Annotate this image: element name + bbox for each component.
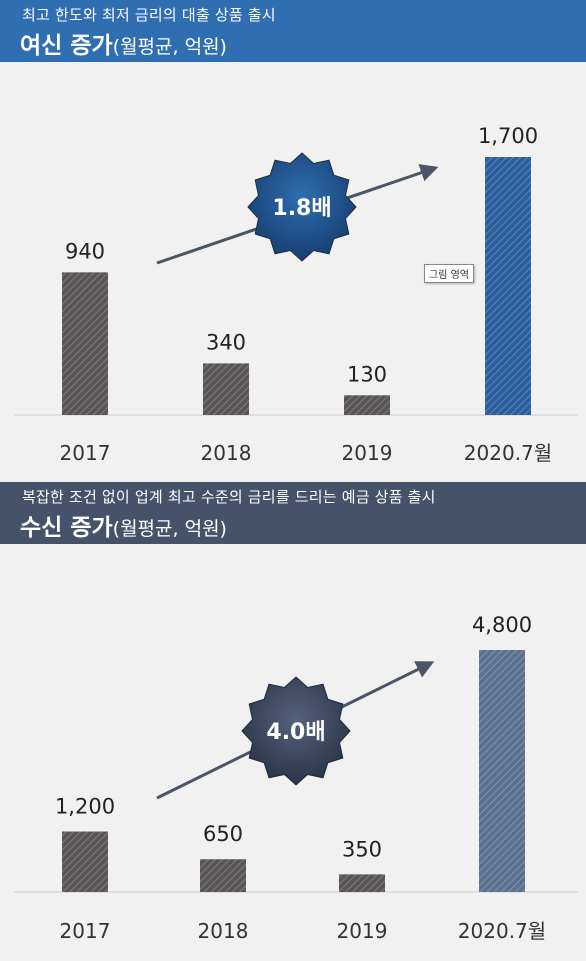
chart-area-tooltip: 그림 영역 [424,264,474,283]
loan-bar-chart: 940 2017 340 2018 130 2019 1,700 2020.7월 1.8배 [14,124,578,465]
bar-2018 [200,859,246,892]
deposit-panel: 복잡한 조건 없이 업계 최고 수준의 금리를 드리는 예금 상품 출시 수신 … [0,482,586,961]
bar-2017 [62,831,108,892]
bar-2017 [62,272,108,415]
deposit-title-text: 수신 증가 [20,515,113,541]
category-label-2017: 2017 [60,919,111,943]
growth-badge-text: 1.8배 [272,196,331,221]
category-label-2020.7월: 2020.7월 [458,919,546,943]
bar-2019 [339,874,385,892]
deposit-title: 수신 증가(월평균, 억원) [20,508,227,542]
value-label-2018: 340 [206,330,246,354]
loan-panel: 최고 한도와 최저 금리의 대출 상품 출시 여신 증가(월평균, 억원) 94… [0,0,586,465]
deposit-banner: 복잡한 조건 없이 업계 최고 수준의 금리를 드리는 예금 상품 출시 수신 … [0,482,586,544]
category-label-2019: 2019 [337,919,388,943]
deposit-subtitle: 복잡한 조건 없이 업계 최고 수준의 금리를 드리는 예금 상품 출시 [22,488,436,506]
growth-badge-text: 4.0배 [266,720,325,745]
bar-2020.7월 [479,650,525,892]
bar-2018 [203,363,249,415]
deposit-title-unit: (월평균, 억원) [112,518,227,540]
growth-badge-shape [247,152,357,262]
value-label-2017: 940 [65,239,105,263]
category-label-2019: 2019 [342,441,393,465]
bar-2020.7월 [485,157,531,415]
loan-banner: 최고 한도와 최저 금리의 대출 상품 출시 여신 증가(월평균, 억원) [0,0,586,62]
loan-title: 여신 증가(월평균, 억원) [20,26,227,60]
value-label-2017: 1,200 [55,795,115,819]
bar-2019 [344,395,390,415]
category-label-2017: 2017 [60,441,111,465]
loan-title-text: 여신 증가 [20,33,113,59]
category-label-2018: 2018 [198,919,249,943]
value-label-2019: 130 [347,362,387,386]
loan-subtitle: 최고 한도와 최저 금리의 대출 상품 출시 [22,6,276,24]
value-label-2020.7월: 1,700 [478,124,538,148]
value-label-2019: 350 [342,837,382,861]
value-label-2018: 650 [203,822,243,846]
value-label-2020.7월: 4,800 [472,613,532,637]
growth-badge-shape [241,676,351,786]
category-label-2020.7월: 2020.7월 [464,441,552,465]
loan-title-unit: (월평균, 억원) [112,36,227,58]
category-label-2018: 2018 [201,441,252,465]
deposit-bar-chart: 1,200 2017 650 2018 350 2019 4,800 2020.7월 4.0배 [14,613,578,943]
